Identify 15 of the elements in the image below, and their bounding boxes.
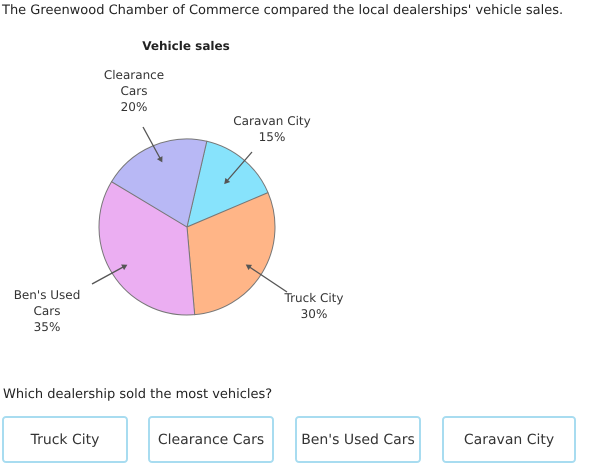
data-label: 15% bbox=[258, 130, 286, 144]
slice-label: Ben's Used Cars bbox=[14, 288, 80, 318]
text: Truck City bbox=[30, 432, 100, 448]
data-label: 20% bbox=[120, 100, 148, 114]
slice-label: Clearance Cars bbox=[104, 68, 164, 98]
text: Ben's Used Cars bbox=[301, 432, 415, 448]
chart-title: Vehicle sales bbox=[142, 39, 230, 53]
slice-label: Caravan City bbox=[233, 114, 311, 128]
text: The Greenwood Chamber of Commerce compared the local dealerships' vehicle sales. bbox=[1, 3, 564, 18]
text: Which dealership sold the most vehicles? bbox=[3, 387, 272, 402]
slice-label: Truck City bbox=[284, 291, 344, 305]
data-label: 35% bbox=[34, 320, 60, 334]
text: Clearance Cars bbox=[158, 432, 264, 448]
text: Caravan City bbox=[464, 432, 554, 448]
data-label: 30% bbox=[300, 307, 328, 321]
